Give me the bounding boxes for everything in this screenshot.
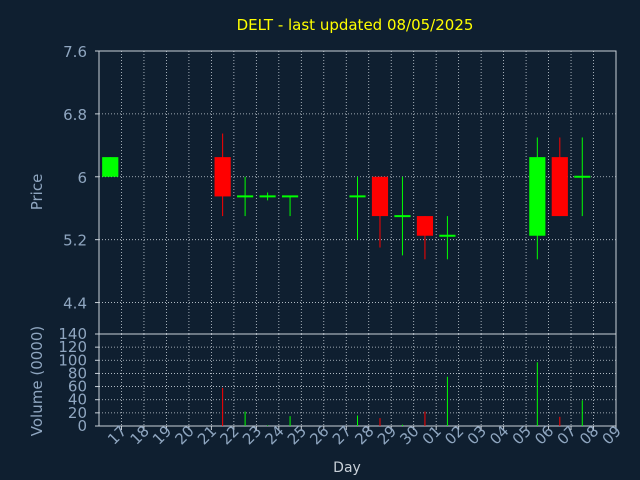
chart-title: DELT - last updated 08/05/2025 xyxy=(237,16,474,34)
volume-ytick-label: 140 xyxy=(58,325,87,343)
volume-ytick-label: 0 xyxy=(77,417,87,435)
volume-ytick-label: 20 xyxy=(68,404,87,422)
volume-ytick-label: 120 xyxy=(58,338,87,356)
volume-ytick-label: 100 xyxy=(58,351,87,369)
volume-ytick-label: 60 xyxy=(68,378,87,396)
candle-body xyxy=(371,176,389,217)
price-ytick-label: 5.2 xyxy=(63,232,87,250)
x-axis-label: Day xyxy=(333,460,361,476)
candle-body xyxy=(551,157,568,217)
price-panel: 4.4 5.2 6 6.8 7.6 xyxy=(63,43,617,335)
price-axis-label: Price xyxy=(28,174,46,211)
price-ytick-label: 7.6 xyxy=(63,43,87,61)
price-ytick-label: 6.8 xyxy=(63,106,87,124)
volume-ytick-label: 80 xyxy=(68,364,87,382)
price-ytick-label: 6 xyxy=(77,169,87,187)
price-ytick-label: 4.4 xyxy=(63,295,87,313)
candle-body xyxy=(214,157,231,197)
candle-body xyxy=(102,157,119,177)
x-axis: 1718192021222324252627282930010203040506… xyxy=(104,422,625,448)
volume-axis-label: Volume (0000) xyxy=(28,326,46,436)
candle-body xyxy=(529,157,546,236)
volume-ytick-label: 40 xyxy=(68,391,87,409)
candle-body xyxy=(416,216,434,236)
